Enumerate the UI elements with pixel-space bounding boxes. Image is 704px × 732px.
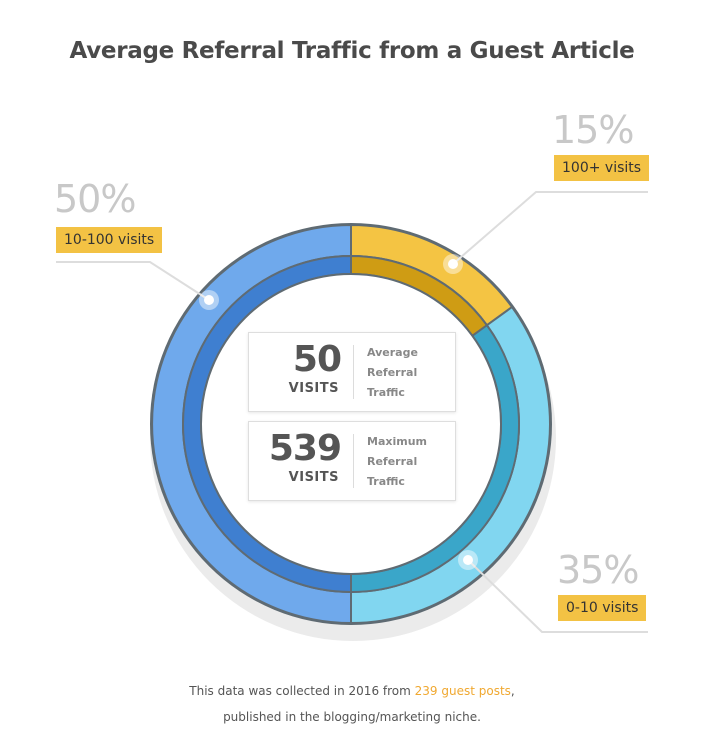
stat-divider [353, 434, 354, 488]
leader-100plus-dot [448, 259, 458, 269]
stat-box-maximum: 539 VISITS Maximum Referral Traffic [248, 421, 456, 501]
stat-unit: VISITS [288, 381, 339, 396]
leader-0-10 [467, 559, 648, 633]
stat-box-average: 50 VISITS Average Referral Traffic [248, 332, 456, 412]
slice-label-10-100: 10-100 visits [56, 227, 163, 253]
stat-description: Average Referral Traffic [367, 346, 418, 399]
leader-0-10-dot [463, 555, 473, 565]
footer-line-2: published in the blogging/marketing nich… [223, 710, 481, 724]
leader-10-100-dot [204, 295, 214, 305]
footer-line-1: This data was collected in 2016 from 239… [189, 684, 515, 698]
stat-description: Maximum Referral Traffic [367, 435, 427, 488]
pct-label-0-10: 35% [557, 548, 639, 592]
guest-posts-link[interactable]: 239 guest posts [414, 684, 511, 698]
leader-10-100 [56, 261, 210, 301]
stat-unit: VISITS [288, 470, 339, 485]
stat-number: 50 [292, 339, 342, 380]
pct-label-10-100: 50% [54, 177, 136, 221]
pct-label-100plus: 15% [552, 108, 634, 152]
slice-label-0-10: 0-10 visits [558, 595, 647, 621]
slice-label-100plus: 100+ visits [554, 155, 650, 181]
leader-100plus [452, 191, 648, 265]
chart-title: Average Referral Traffic from a Guest Ar… [69, 38, 635, 64]
stat-divider [353, 345, 354, 399]
stat-number: 539 [268, 428, 342, 469]
